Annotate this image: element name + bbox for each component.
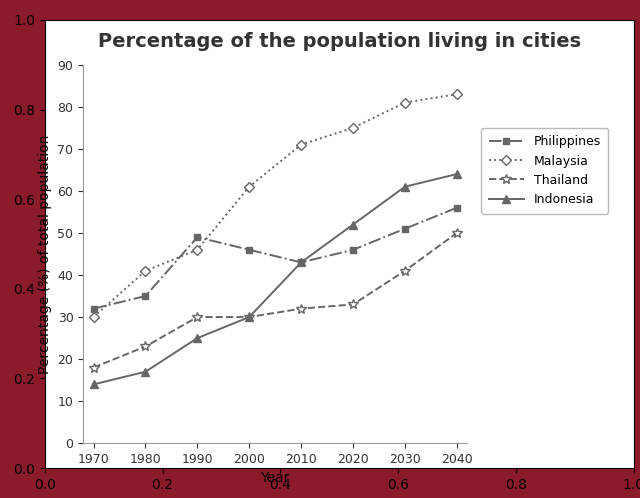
Philippines — [245, 247, 253, 253]
Indonesia — [349, 222, 357, 228]
Philippines — [193, 234, 201, 240]
Thailand — [193, 314, 201, 320]
Thailand — [245, 314, 253, 320]
Indonesia — [141, 369, 149, 374]
Indonesia — [245, 314, 253, 320]
Malaysia — [141, 268, 149, 274]
Indonesia — [401, 184, 409, 190]
Malaysia — [90, 314, 97, 320]
Indonesia — [90, 381, 97, 387]
Philippines — [349, 247, 357, 253]
Y-axis label: Percentage (%) of total population: Percentage (%) of total population — [38, 134, 52, 374]
Philippines — [298, 259, 305, 265]
Thailand — [401, 268, 409, 274]
Line: Philippines: Philippines — [90, 204, 460, 312]
Thailand — [298, 306, 305, 312]
Malaysia — [401, 100, 409, 106]
Line: Malaysia: Malaysia — [90, 91, 460, 321]
Malaysia — [245, 184, 253, 190]
Legend: Philippines, Malaysia, Thailand, Indonesia: Philippines, Malaysia, Thailand, Indones… — [481, 128, 609, 214]
Philippines — [90, 306, 97, 312]
Indonesia — [193, 335, 201, 341]
Malaysia — [193, 247, 201, 253]
Thailand — [453, 230, 461, 236]
Philippines — [401, 226, 409, 232]
Thailand — [90, 365, 97, 371]
X-axis label: Year: Year — [260, 472, 290, 486]
Indonesia — [453, 171, 461, 177]
Malaysia — [453, 91, 461, 97]
Line: Indonesia: Indonesia — [90, 170, 461, 388]
Line: Thailand: Thailand — [89, 228, 461, 373]
Malaysia — [298, 141, 305, 147]
Philippines — [141, 293, 149, 299]
Philippines — [453, 205, 461, 211]
Text: Percentage of the population living in cities: Percentage of the population living in c… — [98, 32, 580, 51]
Indonesia — [298, 259, 305, 265]
Malaysia — [349, 125, 357, 131]
Thailand — [349, 301, 357, 307]
Thailand — [141, 344, 149, 350]
